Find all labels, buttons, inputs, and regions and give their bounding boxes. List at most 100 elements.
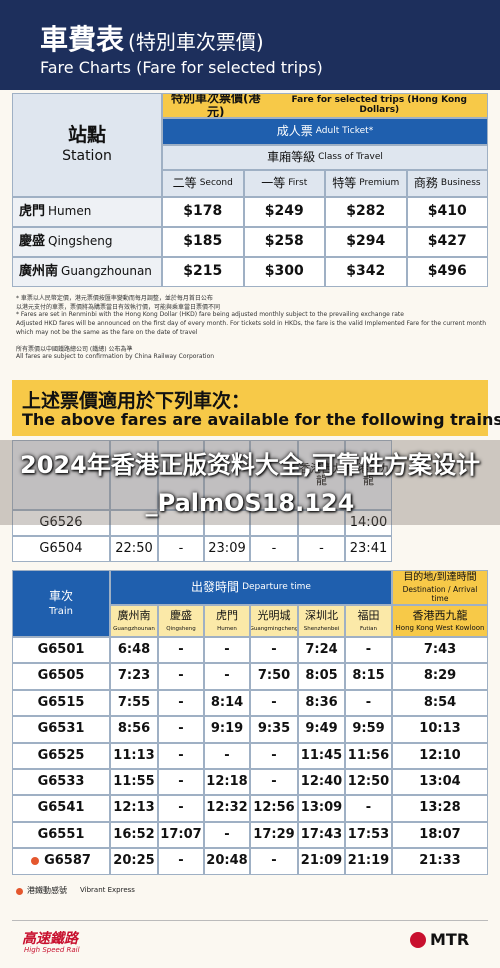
time-cell: 11:45 — [298, 742, 345, 769]
cell-text: - — [178, 721, 184, 737]
upper-header — [250, 440, 298, 510]
time-cell: 20:48 — [204, 848, 250, 875]
cell-text: - — [365, 800, 372, 816]
title-sub: (特別車次票價) — [128, 30, 264, 54]
cell-text: 13:04 — [419, 774, 461, 790]
upper-header — [158, 440, 204, 510]
time-cell: 8:54 — [392, 689, 488, 717]
time-cell: 10:13 — [392, 716, 488, 743]
train-cell: G6504 — [12, 536, 110, 562]
cell-text: 虎門 — [216, 609, 238, 623]
cell-text: 7:55 — [117, 694, 151, 710]
note: All fares are subject to confirmation by… — [16, 353, 215, 360]
cell-text: 9:49 — [305, 721, 338, 737]
upper-header: 香港西九龍 — [345, 440, 392, 510]
time-cell — [204, 510, 250, 536]
cell-text: 7:50 — [257, 668, 291, 684]
cell-text: 8:15 — [352, 668, 385, 684]
cell-text: $410 — [427, 203, 467, 220]
station-header: 福田 Futian — [345, 605, 392, 637]
station-cell: 慶盛 Qingsheng — [12, 227, 162, 257]
time-cell: 21:19 — [345, 848, 392, 875]
cell-text: 香港西九龍 — [412, 608, 468, 622]
cell-text: - — [365, 694, 372, 710]
cell-text: 成人票 — [276, 123, 313, 138]
time-cell: 13:09 — [298, 795, 345, 822]
cell-text: 21:19 — [347, 853, 390, 869]
cell-text: 8:14 — [210, 694, 244, 710]
fare-cell: $410 — [406, 197, 488, 227]
train-cell: G6515 — [12, 689, 110, 717]
cell-text: 廣州南 — [19, 263, 59, 279]
time-cell: 12:40 — [298, 769, 345, 796]
time-cell: 13:04 — [392, 769, 488, 796]
upper-header: 香港西九龍 — [298, 440, 345, 510]
time-cell: 8:56 — [110, 716, 158, 743]
fare-cell: $258 — [243, 227, 325, 257]
time-cell: 9:59 — [345, 716, 392, 743]
train-cell: G6533 — [12, 769, 110, 796]
time-cell: - — [345, 795, 392, 822]
cell-text: G6525 — [37, 747, 85, 763]
cell-text: - — [271, 540, 277, 556]
cell-text: 12:50 — [347, 774, 390, 790]
cell-text: 9:19 — [210, 721, 244, 737]
time-cell: 6:48 — [110, 637, 158, 664]
time-cell: 22:50 — [110, 536, 158, 562]
note: 所有票價以中國鐵路總公司 (鐵總) 公布為準 — [16, 346, 133, 353]
cell-text: Second — [199, 177, 233, 188]
cell-text: Fare for selected trips (Hong Kong Dolla… — [291, 94, 467, 115]
train-cell: G6505 — [12, 663, 110, 690]
cell-text: 12:10 — [419, 747, 461, 763]
cell-text: 11:55 — [113, 774, 155, 790]
time-cell: - — [158, 716, 204, 743]
fare-caption: 特別車次票價(港元) Fare for selected trips (Hong … — [162, 93, 488, 118]
cell-text: G6531 — [37, 721, 85, 737]
cell-text: 慶盛 — [19, 233, 46, 249]
class-column: 二等 Second — [162, 170, 244, 197]
time-cell: 17:07 — [158, 821, 204, 849]
cell-text: 21:09 — [300, 853, 343, 869]
logo-en: High Speed Rail — [24, 946, 80, 954]
cell-text: 8:05 — [305, 668, 338, 684]
cell-text: 深圳北 — [305, 609, 338, 623]
cell-text: G6505 — [37, 668, 85, 684]
section-bar — [12, 380, 488, 436]
cell-text: 一等 — [261, 175, 286, 190]
cell-text: G6541 — [37, 800, 85, 816]
fare-cell: $342 — [325, 257, 407, 287]
cell-text: 香港西九龍 — [299, 461, 344, 487]
note: 以港元支付的車票，票價將為購票當日有效執行價，可能與乘車當日票價不同 — [16, 304, 221, 311]
cell-text: 特等 — [332, 175, 357, 190]
cell-text: Guangzhounan — [113, 625, 155, 632]
cell-text: 11:56 — [347, 747, 390, 763]
cell-text: 二等 — [172, 175, 197, 190]
fare-cell: $282 — [325, 197, 407, 227]
time-cell: 17:29 — [250, 821, 298, 849]
time-cell: 12:10 — [392, 742, 488, 769]
cell-text: G6501 — [37, 642, 85, 658]
time-cell: - — [158, 848, 204, 875]
cell-text: - — [178, 642, 184, 658]
station-header: 深圳北 Shenzhenbei — [298, 605, 345, 637]
station-header: 站點 Station — [12, 93, 162, 197]
cell-text: - — [224, 642, 230, 658]
fare-cell: $300 — [243, 257, 325, 287]
time-cell: 16:52 — [110, 821, 158, 849]
time-cell: 18:07 — [392, 821, 488, 849]
cell-text: 10:13 — [419, 721, 461, 737]
cell-text: - — [178, 853, 184, 869]
cell-text: Departure time — [242, 581, 311, 592]
legend-dot — [16, 888, 23, 895]
time-cell: - — [298, 536, 345, 562]
time-cell: 9:49 — [298, 716, 345, 743]
logo-zh: 高速鐵路 — [22, 931, 78, 947]
cell-text: Qingsheng — [166, 625, 196, 632]
station-header: 廣州南 Guangzhounan — [110, 605, 158, 637]
fare-cell: $249 — [243, 197, 325, 227]
time-cell: - — [158, 795, 204, 822]
time-cell: - — [158, 742, 204, 769]
time-cell: 17:53 — [345, 821, 392, 849]
cell-text: Destination / Arrival time — [402, 585, 478, 603]
class-header: 車廂等級 Class of Travel — [162, 145, 488, 170]
